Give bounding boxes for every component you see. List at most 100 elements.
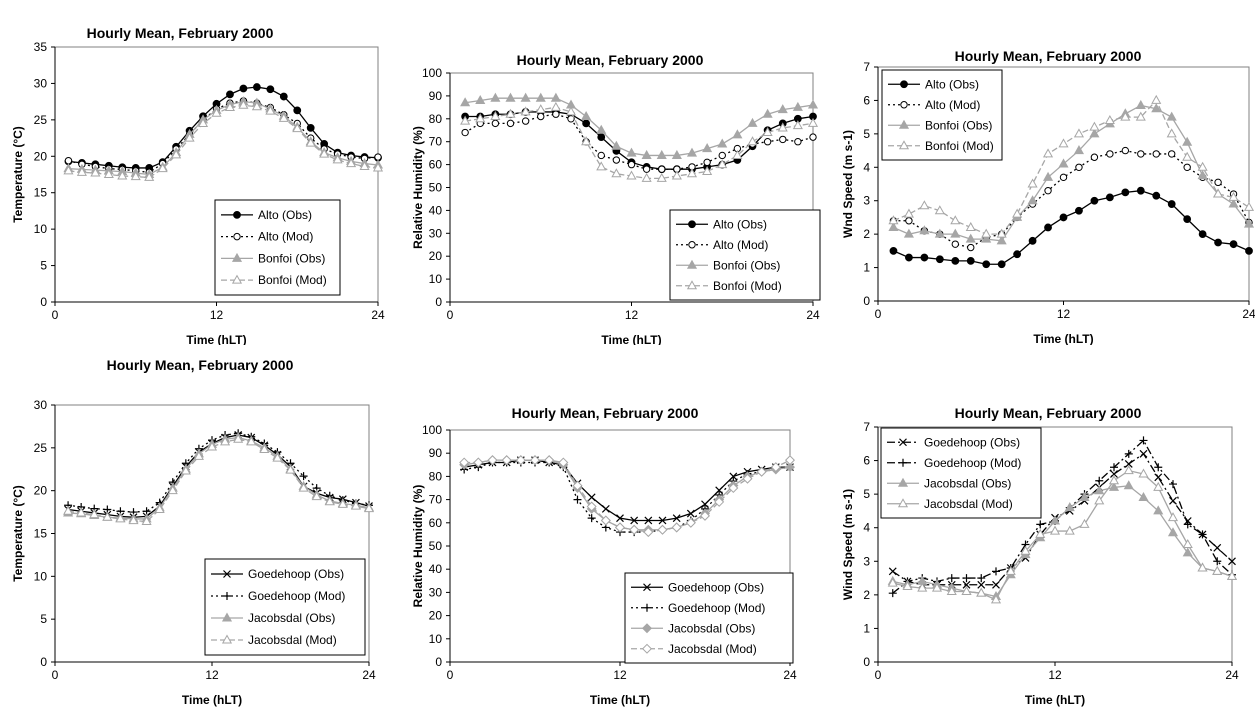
x-tick-label: 12 (205, 668, 219, 682)
y-tick-label: 30 (429, 226, 443, 240)
data-point (1213, 188, 1224, 198)
y-tick-label: 25 (34, 441, 48, 455)
y-tick-label: 0 (435, 655, 442, 669)
y-tick-label: 7 (863, 420, 870, 434)
y-axis-label: Wnd Speed (m s-1) (841, 130, 855, 238)
series-line (893, 99, 1250, 235)
data-point (1213, 543, 1222, 552)
y-tick-label: 15 (34, 186, 48, 200)
data-point (996, 228, 1007, 238)
data-point (1212, 565, 1223, 575)
data-point (1198, 530, 1207, 539)
data-point (888, 215, 899, 225)
legend-label: Jacobsdal (Obs) (248, 611, 335, 625)
series-line (892, 452, 1233, 586)
legend-label: Jacobsdal (Obs) (924, 476, 1011, 490)
data-point (658, 516, 667, 525)
legend-label: Alto (Obs) (258, 208, 312, 222)
data-point (717, 138, 728, 148)
data-point (616, 514, 624, 523)
data-point (777, 104, 788, 114)
data-point (346, 158, 357, 168)
data-point (656, 149, 667, 159)
data-point (102, 511, 113, 521)
x-tick-label: 24 (1242, 307, 1255, 321)
data-point (278, 112, 289, 122)
legend-label: Goedehoop (Mod) (668, 601, 765, 615)
legend: Goedehoop (Obs) Goedehoop (Mod) Jacobsdal … (204, 558, 366, 656)
y-tick-label: 0 (863, 294, 870, 308)
series-jacobsdal-mod (63, 433, 375, 526)
data-point (1138, 491, 1149, 501)
data-point (1013, 250, 1022, 259)
data-point (627, 160, 636, 169)
data-point (581, 136, 592, 146)
data-point (643, 527, 654, 538)
data-point (265, 105, 276, 115)
legend-label: Bonfoi (Mod) (258, 273, 327, 287)
legend-marker (686, 280, 698, 290)
y-tick-label: 70 (429, 135, 443, 149)
data-point (252, 83, 261, 91)
x-tick-label: 0 (52, 308, 59, 322)
data-point (903, 228, 914, 238)
data-point (1124, 449, 1133, 458)
data-point (238, 99, 249, 109)
data-point (742, 473, 753, 484)
legend-marker (900, 80, 908, 89)
data-point (1228, 557, 1236, 566)
data-point (224, 101, 236, 111)
data-point (520, 92, 531, 102)
data-point (311, 491, 322, 501)
data-point (981, 228, 992, 238)
x-axis-label: Time (hLT) (601, 333, 661, 345)
data-point (686, 509, 695, 518)
data-point (917, 582, 928, 592)
data-point (1152, 191, 1161, 200)
data-point (1135, 111, 1146, 121)
data-point (550, 92, 561, 102)
series-line (892, 439, 1233, 594)
data-point (1154, 463, 1163, 472)
data-point (992, 580, 1000, 589)
data-point (567, 115, 575, 123)
y-tick-label: 4 (863, 521, 870, 535)
data-point (157, 163, 168, 173)
data-point (1228, 198, 1239, 208)
y-tick-label: 4 (863, 160, 870, 174)
legend-marker (223, 592, 231, 600)
legend-label: Bonfoi (Mod) (713, 279, 782, 293)
data-point (1123, 480, 1134, 490)
data-point (1213, 557, 1222, 566)
y-axis-label: Relative Humidity (%) (411, 126, 425, 249)
x-tick-label: 24 (1225, 668, 1239, 682)
legend-label: Alto (Mod) (713, 238, 768, 252)
data-point (490, 92, 501, 102)
data-point (305, 137, 316, 147)
y-tick-label: 50 (429, 181, 443, 195)
legend-marker (223, 570, 231, 578)
legend-box (204, 558, 366, 656)
data-point (729, 472, 738, 481)
data-point (1059, 173, 1068, 182)
y-tick-label: 90 (429, 446, 443, 460)
data-point (1166, 128, 1177, 138)
legend-label: Bonfoi (Obs) (258, 251, 325, 265)
data-point (1095, 476, 1104, 485)
y-axis-label: Relative Humidity (%) (411, 485, 425, 608)
data-point (671, 522, 682, 533)
data-point (611, 140, 622, 150)
legend-marker (897, 498, 909, 508)
data-point (1137, 150, 1145, 158)
data-point (117, 170, 128, 180)
data-point (951, 256, 960, 265)
data-point (1169, 496, 1177, 505)
data-point (1182, 547, 1193, 557)
y-tick-label: 0 (40, 655, 47, 669)
data-point (965, 233, 976, 243)
data-point (1168, 150, 1176, 158)
legend-marker (231, 274, 243, 284)
data-point (784, 462, 796, 473)
data-point (1049, 525, 1061, 535)
y-tick-label: 0 (863, 655, 870, 669)
